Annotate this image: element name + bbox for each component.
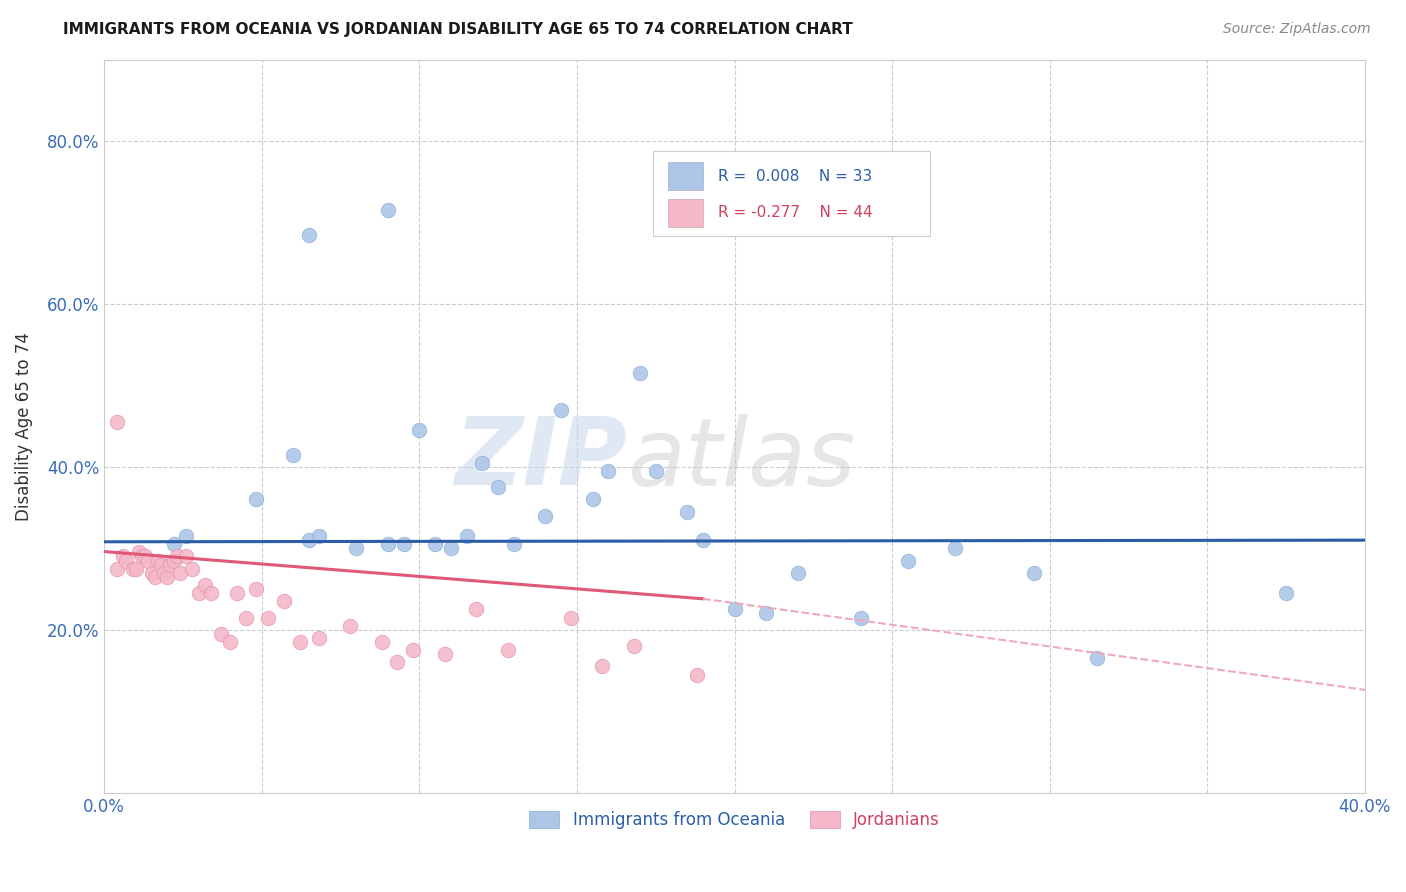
Legend: Immigrants from Oceania, Jordanians: Immigrants from Oceania, Jordanians: [523, 804, 946, 836]
Text: R =  0.008    N = 33: R = 0.008 N = 33: [718, 169, 872, 184]
Point: [245, 492, 267, 507]
Point: [377, 537, 399, 551]
Point: [623, 639, 645, 653]
Point: [156, 570, 179, 584]
Point: [496, 643, 519, 657]
Point: [225, 586, 247, 600]
Point: [628, 366, 651, 380]
Y-axis label: Disability Age 65 to 74: Disability Age 65 to 74: [15, 332, 32, 521]
Point: [181, 562, 204, 576]
Point: [534, 508, 557, 523]
Point: [387, 656, 409, 670]
Point: [676, 505, 699, 519]
Point: [162, 553, 184, 567]
Point: [209, 627, 232, 641]
Point: [692, 533, 714, 548]
Point: [503, 537, 526, 551]
Point: [162, 537, 184, 551]
Point: [408, 423, 430, 437]
Point: [1275, 586, 1298, 600]
Point: [166, 549, 188, 564]
Point: [423, 537, 446, 551]
Point: [159, 558, 181, 572]
Point: [174, 529, 197, 543]
Text: IMMIGRANTS FROM OCEANIA VS JORDANIAN DISABILITY AGE 65 TO 74 CORRELATION CHART: IMMIGRANTS FROM OCEANIA VS JORDANIAN DIS…: [63, 22, 853, 37]
Point: [149, 558, 172, 572]
Point: [138, 553, 160, 567]
Point: [550, 402, 572, 417]
Point: [897, 553, 920, 567]
Point: [283, 448, 305, 462]
Point: [219, 635, 242, 649]
Point: [644, 464, 666, 478]
Point: [582, 492, 605, 507]
Text: atlas: atlas: [627, 414, 856, 505]
Point: [235, 610, 257, 624]
Point: [943, 541, 966, 556]
Point: [456, 529, 478, 543]
Point: [344, 541, 367, 556]
Point: [134, 549, 156, 564]
Point: [1085, 651, 1108, 665]
Point: [440, 541, 463, 556]
Point: [1022, 566, 1045, 580]
Point: [125, 562, 148, 576]
Point: [273, 594, 295, 608]
Point: [121, 562, 143, 576]
Point: [591, 659, 613, 673]
Point: [298, 227, 321, 242]
Point: [786, 566, 808, 580]
Point: [560, 610, 582, 624]
Point: [174, 549, 197, 564]
Point: [433, 647, 456, 661]
Point: [339, 618, 361, 632]
FancyBboxPatch shape: [668, 162, 703, 190]
Point: [486, 480, 509, 494]
Point: [143, 570, 166, 584]
FancyBboxPatch shape: [668, 199, 703, 227]
Point: [115, 553, 138, 567]
Point: [288, 635, 311, 649]
Point: [370, 635, 392, 649]
Point: [849, 610, 872, 624]
Point: [392, 537, 415, 551]
Point: [245, 582, 267, 596]
Text: R = -0.277    N = 44: R = -0.277 N = 44: [718, 205, 873, 220]
Point: [257, 610, 280, 624]
Point: [200, 586, 222, 600]
Point: [686, 667, 709, 681]
Text: Source: ZipAtlas.com: Source: ZipAtlas.com: [1223, 22, 1371, 37]
Point: [153, 566, 176, 580]
Point: [308, 529, 330, 543]
Point: [128, 545, 150, 559]
FancyBboxPatch shape: [652, 152, 929, 235]
Point: [194, 578, 217, 592]
Point: [402, 643, 425, 657]
Point: [598, 464, 620, 478]
Point: [755, 607, 778, 621]
Point: [308, 631, 330, 645]
Point: [298, 533, 321, 548]
Point: [105, 562, 128, 576]
Point: [112, 549, 135, 564]
Point: [169, 566, 191, 580]
Point: [471, 456, 494, 470]
Point: [377, 203, 399, 218]
Point: [105, 415, 128, 429]
Point: [141, 566, 163, 580]
Point: [723, 602, 745, 616]
Text: ZIP: ZIP: [454, 413, 627, 505]
Point: [465, 602, 488, 616]
Point: [146, 553, 169, 567]
Point: [131, 549, 153, 564]
Point: [187, 586, 209, 600]
